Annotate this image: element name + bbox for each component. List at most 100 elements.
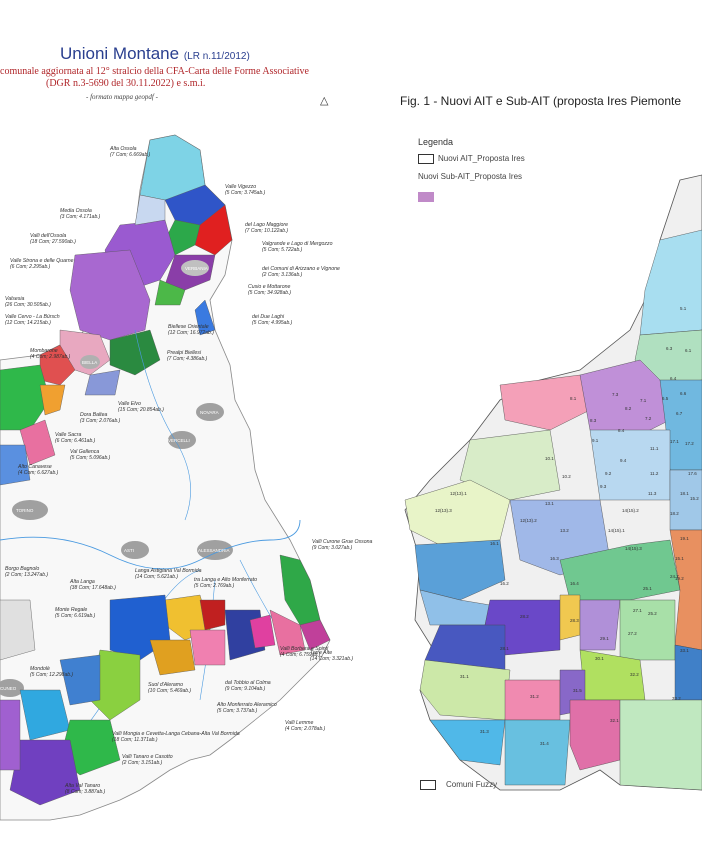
unione-label-info: (2 Com; 13.247ab.) — [5, 572, 48, 578]
town-label: NOVARA — [200, 410, 219, 415]
unione-label-info: (26 Com; 30.505ab.) — [5, 302, 51, 308]
ait-area-29-1 — [579, 599, 621, 651]
ait-region-code: 17.1 — [670, 439, 679, 444]
area-valsesia — [69, 249, 151, 341]
unione-label-info: (2 Com; 3.136ab.) — [262, 272, 303, 278]
legend-title: Legenda — [418, 137, 454, 147]
unione-label-info: (5 Com; 3.737ab.) — [217, 708, 258, 714]
ait-region-code: 25.1 — [643, 586, 652, 591]
ait-area-17-6 — [669, 469, 702, 531]
town-label: VERCELLI — [168, 438, 190, 443]
unione-label-name: Valle Cervo - La Bürsch — [5, 314, 60, 320]
town-label: CUNEO — [0, 686, 17, 691]
area-borbera — [269, 609, 306, 656]
ait-region-code: 31.3 — [480, 729, 489, 734]
area-alta-val-tanaro — [9, 739, 81, 806]
ait-area-33-1 — [619, 699, 702, 791]
ait-region-code: 16.1 — [490, 541, 499, 546]
ait-region-code: 6.7 — [676, 411, 683, 416]
ait-area-10-1 — [459, 429, 561, 501]
ait-region-code: 6.4 — [670, 376, 677, 381]
unione-label-name: Valli Curone Grue Ossona — [312, 539, 372, 545]
ait-area-16-1 — [414, 539, 506, 601]
unione-label-info: (9 Com; 9.104ab.) — [225, 686, 266, 692]
unione-label-name: dal Tobbio al Colma — [225, 680, 271, 686]
ait-region-code: 18.2 — [670, 511, 679, 516]
legend-swatch-ait — [418, 154, 434, 164]
unione-label-info: (12 Com; 16.972ab.) — [168, 330, 214, 336]
unione-label-name: Cusio e Mottarone — [248, 284, 291, 290]
town-torino — [12, 500, 48, 520]
ait-region-code: 18.1 — [680, 491, 689, 496]
ait-region-code: 14(15).2 — [622, 508, 639, 513]
unione-label-info: (5 Com; 12.298ab.) — [30, 672, 73, 678]
area-biellese-orientale — [109, 329, 161, 376]
unione-label-info: (5 Com; 4.995ab.) — [252, 320, 293, 326]
ait-area-27 — [619, 599, 676, 661]
ait-region-code: 12(13).2 — [520, 518, 537, 523]
unione-label-name: Valle Elvo — [118, 401, 141, 407]
ait-area-29-1b — [674, 644, 702, 701]
piemonte-unioni-map: Alta Ossola(7 Com; 6.669ab.) Valle Vigezz… — [0, 134, 372, 821]
unione-label-name: Alto Canavese — [17, 464, 52, 470]
ait-region-code: 30.1 — [595, 656, 604, 661]
legend-swatch-fuzzy — [420, 780, 436, 790]
ait-region-code: 24.7 — [670, 574, 679, 579]
town-label: BIELLA — [82, 360, 97, 365]
ait-region-code: 19.1 — [680, 536, 689, 541]
area-alto-canavese — [0, 444, 31, 486]
unione-label-name: Biellese Orientale — [168, 324, 209, 330]
unione-label-name: Valle Vigezzo — [225, 184, 256, 190]
ait-map: 5.1 6.1 8.1 7.3 8.2 8.3 8.4 6.3 6.4 6.5 6.6 6.7 7.1 7… — [404, 174, 702, 791]
unione-label-name: Valli Tanaro e Casotto — [122, 754, 173, 760]
ait-region-code: 6.6 — [680, 391, 687, 396]
unione-label-name: dei Due Laghi — [252, 314, 285, 320]
figure-title: Fig. 1 - Nuovi AIT e Sub-AIT (proposta I… — [400, 94, 682, 108]
legend-label-sub-ait: Nuovi Sub-AIT_Proposta Ires — [418, 172, 523, 181]
unione-label-info: (15 Com; 20.854ab.) — [118, 407, 164, 413]
unione-label-name: Valli Mongia e Cevetta-Langa Cebana-Alta… — [112, 731, 240, 737]
ait-region-code: 13.1 — [545, 501, 554, 506]
unione-label-name: Valli dell'Ossola — [30, 233, 66, 239]
legend-swatch-sub-ait — [418, 192, 434, 202]
river-sesia — [134, 329, 191, 521]
unione-label-info: (5 Com; 3.745ab.) — [225, 190, 266, 196]
ait-region-code: 9.3 — [600, 484, 607, 489]
ait-area-5-1 — [639, 229, 702, 336]
ait-area-8-1 — [499, 374, 591, 431]
map-title-law: (LR n.11/2012) — [183, 51, 250, 62]
unione-label-name: Suol d'Aleramo — [148, 682, 183, 688]
ait-region-code: 14(15).3 — [625, 546, 642, 551]
ait-region-code: 28.3 — [570, 618, 579, 623]
unione-label-info: (14 Com; 5.621ab.) — [135, 574, 178, 580]
ait-region-code: 10.1 — [545, 456, 554, 461]
area-alto-monferrato — [189, 629, 226, 666]
ait-area-31-3 — [429, 719, 506, 766]
area-canavese-west — [0, 364, 51, 431]
ait-region-code: 10.2 — [562, 474, 571, 479]
area-strona — [154, 279, 186, 306]
unione-label-name: Monte Regale — [55, 607, 87, 613]
ait-region-code: 33.2 — [672, 696, 681, 701]
ait-region-code: 32.1 — [610, 718, 619, 723]
ait-region-code: 27.1 — [633, 608, 642, 613]
unione-label-info: (18 Com; 11.371ab.) — [112, 737, 158, 743]
town-vercelli — [168, 431, 196, 449]
ait-region-code: 8.4 — [618, 428, 625, 433]
ait-region-code: 31.4 — [540, 741, 549, 746]
unione-label-info: (8 Com; 3.887ab.) — [65, 789, 106, 795]
ait-region-code: 17.6 — [688, 471, 697, 476]
area-sw — [0, 699, 21, 771]
unione-label-name: Valsesia — [5, 296, 25, 302]
ait-region-code: 28.2 — [520, 614, 529, 619]
north-arrow-icon: △ — [320, 95, 329, 107]
ait-region-code-labels: 5.1 6.1 8.1 7.3 8.2 8.3 8.4 6.3 6.4 6.5 6.6 6.7 7.1 7… — [435, 306, 699, 746]
ait-region-code: 32.2 — [630, 672, 639, 677]
ait-region-code: 31.5 — [573, 688, 582, 693]
ait-region-code: 29.1 — [600, 636, 609, 641]
unione-label-name: Alto Monferrato Aleramico — [216, 702, 277, 708]
ait-area-32-1 — [569, 699, 621, 771]
unione-label-name: Mombarone — [30, 348, 58, 354]
area-prealpi — [84, 369, 121, 396]
unione-label-info: (7 Com; 6.669ab.) — [110, 152, 151, 158]
